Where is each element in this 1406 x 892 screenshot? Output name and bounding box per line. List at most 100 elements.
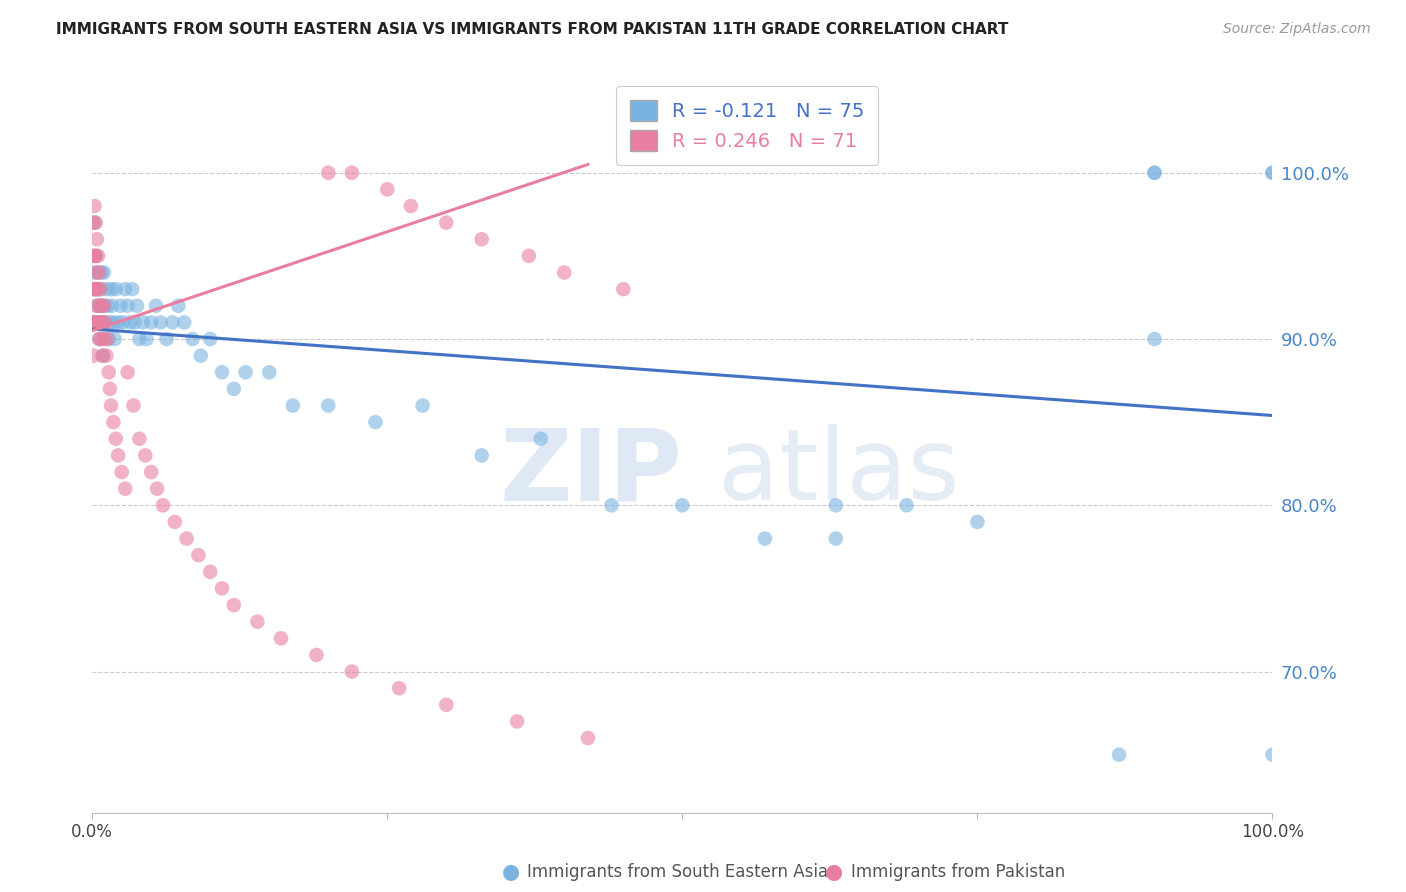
Point xyxy=(84,249,107,263)
Point xyxy=(235,365,257,379)
Text: Immigrants from South Eastern Asia: Immigrants from South Eastern Asia xyxy=(527,863,828,881)
Point xyxy=(100,282,122,296)
Point xyxy=(187,548,209,562)
Point xyxy=(104,282,127,296)
Point xyxy=(110,299,132,313)
Point xyxy=(211,582,233,596)
Point xyxy=(100,399,122,413)
Point xyxy=(87,249,110,263)
Point xyxy=(84,249,107,263)
Point xyxy=(89,315,111,329)
Point xyxy=(83,315,105,329)
Point xyxy=(553,266,575,280)
Point xyxy=(471,232,494,246)
Point xyxy=(152,498,174,512)
Legend: R = -0.121   N = 75, R = 0.246   N = 71: R = -0.121 N = 75, R = 0.246 N = 71 xyxy=(616,87,879,165)
Point xyxy=(146,482,169,496)
Point xyxy=(82,216,104,230)
Point xyxy=(86,299,108,313)
Point xyxy=(530,432,553,446)
Text: Immigrants from Pakistan: Immigrants from Pakistan xyxy=(851,863,1064,881)
Point xyxy=(200,332,222,346)
Point xyxy=(83,199,105,213)
Point xyxy=(86,266,108,280)
Point xyxy=(966,515,988,529)
Text: atlas: atlas xyxy=(717,424,959,521)
Point xyxy=(93,332,115,346)
Point xyxy=(270,632,292,646)
Point xyxy=(98,315,121,329)
Point xyxy=(824,498,846,512)
Point xyxy=(89,315,111,329)
Point xyxy=(90,299,112,313)
Point xyxy=(305,648,328,662)
Point xyxy=(90,266,112,280)
Point xyxy=(167,299,190,313)
Point xyxy=(87,315,110,329)
Point xyxy=(117,299,139,313)
Point xyxy=(824,532,846,546)
Point xyxy=(111,465,134,479)
Point xyxy=(90,332,112,346)
Point xyxy=(93,299,115,313)
Point xyxy=(97,365,120,379)
Point xyxy=(121,282,143,296)
Point xyxy=(1143,332,1166,346)
Point xyxy=(83,282,105,296)
Point xyxy=(1261,747,1284,762)
Point xyxy=(517,249,540,263)
Point xyxy=(82,349,104,363)
Point xyxy=(94,315,117,329)
Text: ZIP: ZIP xyxy=(499,424,682,521)
Point xyxy=(671,498,693,512)
Point xyxy=(340,166,363,180)
Point xyxy=(89,332,111,346)
Point xyxy=(364,415,387,429)
Point xyxy=(246,615,269,629)
Point xyxy=(181,332,204,346)
Point xyxy=(82,315,104,329)
Point xyxy=(117,365,139,379)
Point xyxy=(434,698,457,712)
Point xyxy=(83,249,105,263)
Point xyxy=(281,399,304,413)
Point xyxy=(89,282,111,296)
Point xyxy=(388,681,411,696)
Point xyxy=(128,432,150,446)
Point xyxy=(114,482,136,496)
Point xyxy=(132,315,155,329)
Point xyxy=(200,565,222,579)
Point xyxy=(82,282,104,296)
Text: IMMIGRANTS FROM SOUTH EASTERN ASIA VS IMMIGRANTS FROM PAKISTAN 11TH GRADE CORREL: IMMIGRANTS FROM SOUTH EASTERN ASIA VS IM… xyxy=(56,22,1008,37)
Point xyxy=(91,349,114,363)
Point xyxy=(101,299,124,313)
Text: ●: ● xyxy=(825,863,844,882)
Point xyxy=(89,266,111,280)
Point xyxy=(82,249,104,263)
Point xyxy=(84,216,107,230)
Point xyxy=(506,714,529,729)
Point xyxy=(1261,166,1284,180)
Point xyxy=(90,299,112,313)
Point xyxy=(118,315,141,329)
Point xyxy=(399,199,422,213)
Point xyxy=(107,449,129,463)
Point xyxy=(87,282,110,296)
Point xyxy=(91,315,114,329)
Point xyxy=(89,299,111,313)
Point xyxy=(89,282,111,296)
Point xyxy=(176,532,198,546)
Point xyxy=(434,216,457,230)
Point xyxy=(107,315,129,329)
Point xyxy=(125,299,148,313)
Point xyxy=(91,349,114,363)
Point xyxy=(94,315,117,329)
Point xyxy=(316,399,339,413)
Point xyxy=(91,315,114,329)
Point xyxy=(87,282,110,296)
Point xyxy=(86,299,108,313)
Point xyxy=(576,731,599,745)
Point xyxy=(96,299,118,313)
Point xyxy=(257,365,280,379)
Point xyxy=(103,415,125,429)
